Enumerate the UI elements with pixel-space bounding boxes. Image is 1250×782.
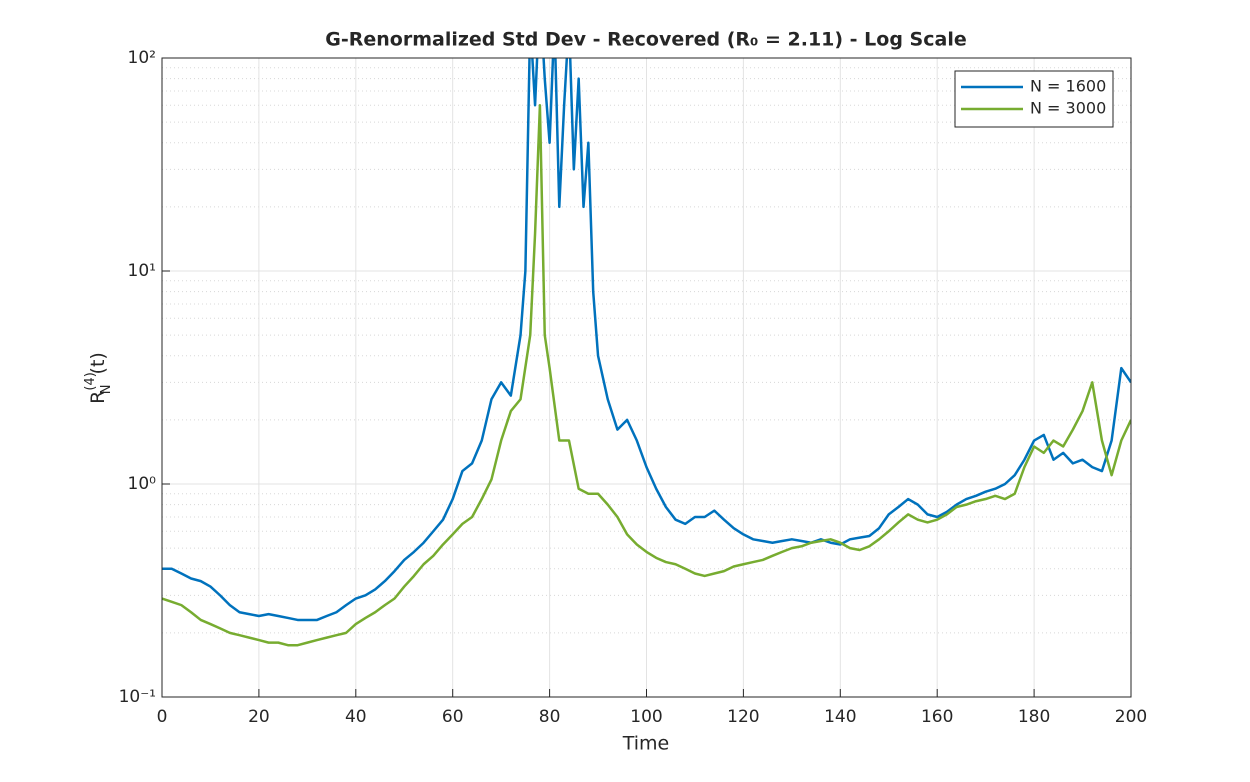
legend-label: N = 3000 (1030, 99, 1106, 118)
x-tick-label: 100 (630, 707, 662, 727)
x-axis-label: Time (622, 733, 670, 755)
x-tick-label: 40 (345, 707, 367, 727)
x-tick-label: 0 (157, 707, 168, 727)
x-tick-label: 60 (442, 707, 464, 727)
ticks: 0 20 40 60 80 100 120 140 160 180 200 10⁻¹ 10⁰ 10¹ 10² (119, 48, 1148, 727)
y-label-tail: (t) (87, 352, 109, 374)
chart-title: G-Renormalized Std Dev - Recovered (R₀ =… (325, 29, 966, 51)
x-tick-label: 180 (1018, 707, 1050, 727)
y-label-base: R (87, 391, 109, 404)
legend-label: N = 1600 (1030, 77, 1106, 96)
y-tick-label: 10¹ (128, 261, 156, 281)
x-tick-label: 140 (824, 707, 856, 727)
x-tick-label: 80 (539, 707, 561, 727)
legend: N = 1600 N = 3000 (954, 70, 1114, 128)
legend-box (954, 70, 1114, 128)
y-tick-label: 10⁰ (128, 474, 157, 494)
x-tick-label: 160 (921, 707, 953, 727)
y-tick-label: 10⁻¹ (119, 687, 156, 707)
lines (162, 58, 1131, 647)
y-label-sup: (4) (83, 372, 98, 390)
x-tick-label: 20 (248, 707, 270, 727)
y-label-sub: N (99, 384, 114, 394)
data-line (162, 104, 1131, 647)
x-tick-label: 120 (727, 707, 759, 727)
y-axis-label: R(4)N (t) (83, 352, 114, 404)
data-line (162, 58, 1131, 622)
y-tick-label: 10² (128, 48, 156, 68)
x-tick-label: 200 (1115, 707, 1147, 727)
